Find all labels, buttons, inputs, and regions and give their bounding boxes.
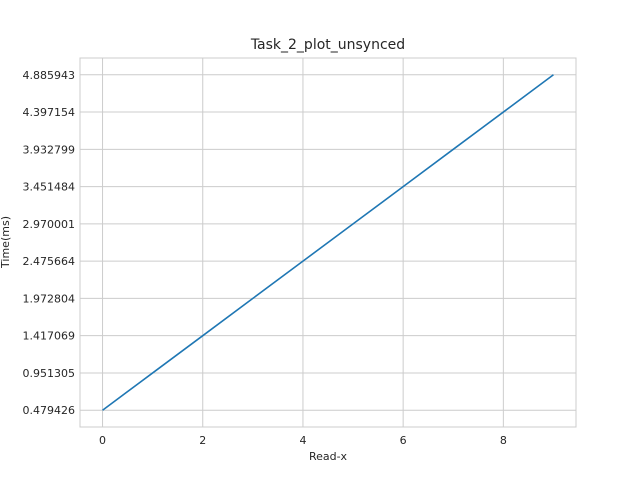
x-tick-label: 2: [199, 434, 206, 447]
y-tick-label: 0.951305: [23, 367, 76, 380]
y-tick-label: 4.397154: [23, 106, 76, 119]
y-tick-label: 4.885943: [23, 69, 76, 82]
y-tick-label: 2.970001: [23, 218, 76, 231]
y-axis-label: Time(ms): [0, 216, 12, 269]
x-tick-label: 6: [400, 434, 407, 447]
y-tick-label: 3.932799: [23, 143, 76, 156]
x-tick-label: 4: [299, 434, 306, 447]
y-tick-labels: 0.479426 0.951305 1.417069 1.972804 2.475664…: [23, 69, 76, 417]
x-tick-label: 0: [99, 434, 106, 447]
chart-title: Task_2_plot_unsynced: [250, 37, 405, 53]
x-tick-labels: 0 2 4 6 8: [99, 434, 507, 447]
plot-frame: [79, 57, 577, 428]
x-gridlines: [102, 58, 504, 427]
series-line: [102, 74, 554, 411]
y-gridlines: [80, 74, 576, 411]
y-tick-label: 1.417069: [23, 330, 76, 343]
x-tick-label: 8: [500, 434, 507, 447]
y-tick-label: 3.451484: [23, 181, 76, 194]
x-axis-label: Read-x: [309, 450, 348, 463]
y-tick-label: 1.972804: [23, 292, 76, 305]
y-tick-label: 2.475664: [23, 255, 76, 268]
y-tick-label: 0.479426: [23, 404, 76, 417]
